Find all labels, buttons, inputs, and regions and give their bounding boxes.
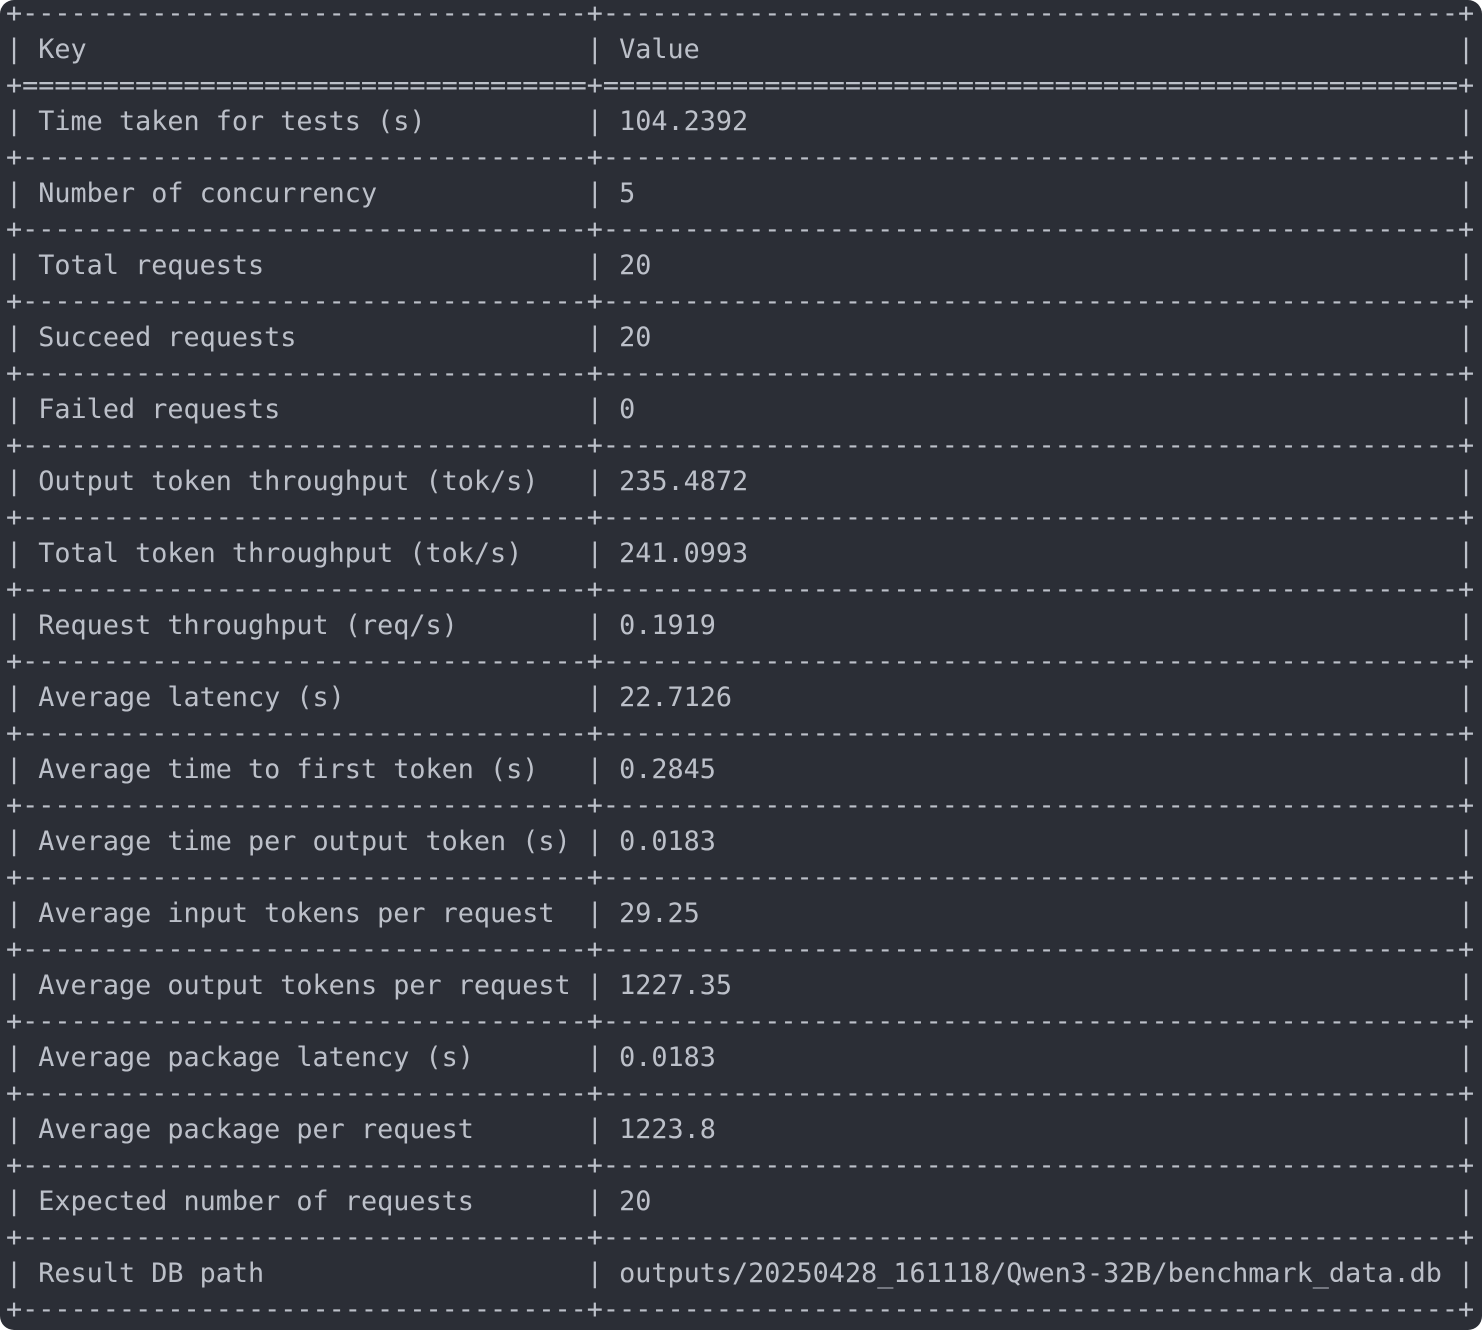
table-row: | Succeed requests | 20 | xyxy=(6,320,1474,356)
value-cell: Value xyxy=(619,34,700,65)
table-row: | Expected number of requests | 20 | xyxy=(6,1184,1474,1220)
value-cell: 20 xyxy=(619,1186,652,1217)
table-row: | Result DB path | outputs/20250428_1611… xyxy=(6,1256,1474,1292)
table-row: | Average latency (s) | 22.7126 | xyxy=(6,680,1474,716)
value-cell: 0.0183 xyxy=(619,826,716,857)
value-cell: 0.0183 xyxy=(619,1042,716,1073)
table-row: | Average package latency (s) | 0.0183 | xyxy=(6,1040,1474,1076)
row-separator: +-----------------------------------+---… xyxy=(6,1294,1475,1325)
key-cell: Average time per output token (s) xyxy=(38,826,571,857)
header-separator: +===================================+===… xyxy=(6,70,1475,101)
key-cell: Average time to first token (s) xyxy=(38,754,539,785)
table-row: | Average time per output token (s) | 0.… xyxy=(6,824,1474,860)
value-cell: 29.25 xyxy=(619,898,700,929)
benchmark-results-table: +-----------------------------------+---… xyxy=(6,0,1474,1328)
row-separator: +-----------------------------------+---… xyxy=(6,718,1475,749)
table-row: | Total requests | 20 | xyxy=(6,248,1474,284)
table-row: | Average output tokens per request | 12… xyxy=(6,968,1474,1004)
value-cell: 0.1919 xyxy=(619,610,716,641)
row-separator: +-----------------------------------+---… xyxy=(6,214,1475,245)
key-cell: Average package per request xyxy=(38,1114,474,1145)
value-cell: 1227.35 xyxy=(619,970,733,1001)
table-header-row: | Key | Value | xyxy=(6,32,1474,68)
value-cell: 20 xyxy=(619,250,652,281)
row-separator: +-----------------------------------+---… xyxy=(6,574,1475,605)
value-cell: 20 xyxy=(619,322,652,353)
value-cell: 104.2392 xyxy=(619,106,749,137)
key-cell: Key xyxy=(38,34,87,65)
table-row: | Time taken for tests (s) | 104.2392 | xyxy=(6,104,1474,140)
key-cell: Average latency (s) xyxy=(38,682,345,713)
value-cell: 5 xyxy=(619,178,636,209)
table-row: | Number of concurrency | 5 | xyxy=(6,176,1474,212)
key-cell: Total token throughput (tok/s) xyxy=(38,538,523,569)
row-separator: +-----------------------------------+---… xyxy=(6,646,1475,677)
value-cell: 0.2845 xyxy=(619,754,716,785)
table-row: | Total token throughput (tok/s) | 241.0… xyxy=(6,536,1474,572)
row-separator: +-----------------------------------+---… xyxy=(6,358,1475,389)
value-cell: outputs/20250428_161118/Qwen3-32B/benchm… xyxy=(619,1258,1442,1289)
key-cell: Result DB path xyxy=(38,1258,265,1289)
table-row: | Average package per request | 1223.8 | xyxy=(6,1112,1474,1148)
row-separator: +-----------------------------------+---… xyxy=(6,430,1475,461)
table-row: | Request throughput (req/s) | 0.1919 | xyxy=(6,608,1474,644)
row-separator: +-----------------------------------+---… xyxy=(6,1006,1475,1037)
row-separator: +-----------------------------------+---… xyxy=(6,862,1475,893)
value-cell: 22.7126 xyxy=(619,682,733,713)
table-row: | Average time to first token (s) | 0.28… xyxy=(6,752,1474,788)
key-cell: Time taken for tests (s) xyxy=(38,106,426,137)
row-separator: +-----------------------------------+---… xyxy=(6,1150,1475,1181)
value-cell: 0 xyxy=(619,394,636,425)
row-separator: +-----------------------------------+---… xyxy=(6,1222,1475,1253)
value-cell: 235.4872 xyxy=(619,466,749,497)
row-separator: +-----------------------------------+---… xyxy=(6,934,1475,965)
row-separator: +-----------------------------------+---… xyxy=(6,142,1475,173)
key-cell: Total requests xyxy=(38,250,265,281)
key-cell: Request throughput (req/s) xyxy=(38,610,458,641)
key-cell: Expected number of requests xyxy=(38,1186,474,1217)
table-row: | Failed requests | 0 | xyxy=(6,392,1474,428)
value-cell: 1223.8 xyxy=(619,1114,716,1145)
key-cell: Average package latency (s) xyxy=(38,1042,474,1073)
key-cell: Failed requests xyxy=(38,394,281,425)
value-cell: 241.0993 xyxy=(619,538,749,569)
row-separator: +-----------------------------------+---… xyxy=(6,502,1475,533)
key-cell: Number of concurrency xyxy=(38,178,378,209)
key-cell: Output token throughput (tok/s) xyxy=(38,466,539,497)
key-cell: Average output tokens per request xyxy=(38,970,571,1001)
row-separator: +-----------------------------------+---… xyxy=(6,1078,1475,1109)
row-separator: +-----------------------------------+---… xyxy=(6,0,1475,29)
table-row: | Output token throughput (tok/s) | 235.… xyxy=(6,464,1474,500)
row-separator: +-----------------------------------+---… xyxy=(6,286,1475,317)
row-separator: +-----------------------------------+---… xyxy=(6,790,1475,821)
table-row: | Average input tokens per request | 29.… xyxy=(6,896,1474,932)
key-cell: Succeed requests xyxy=(38,322,297,353)
key-cell: Average input tokens per request xyxy=(38,898,555,929)
